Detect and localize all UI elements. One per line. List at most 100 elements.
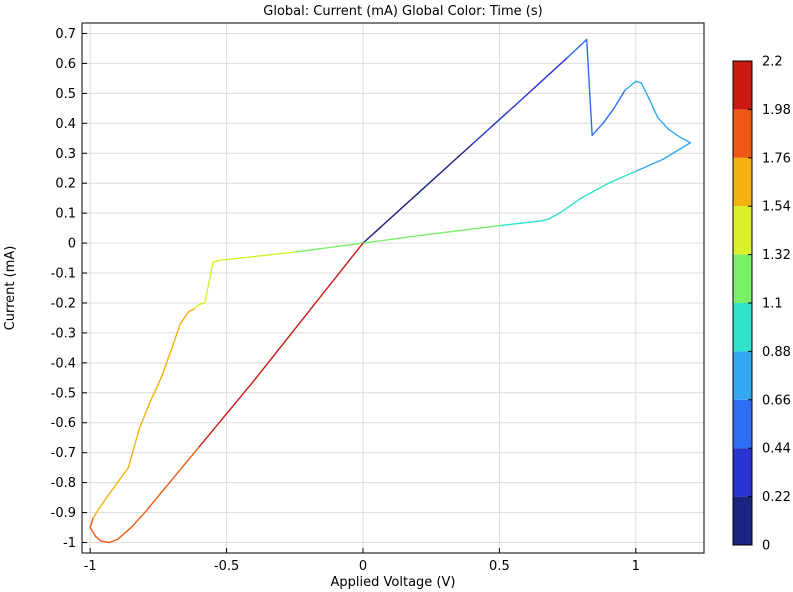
colorbar-tick-label: 0.44 [762, 442, 791, 457]
curve-segment [94, 535, 102, 542]
colorbar-tick-label: 0.22 [762, 490, 791, 505]
curve-segment [585, 38, 593, 136]
x-tick-label: 0 [359, 559, 367, 574]
curve-segment [116, 466, 130, 484]
colorbar-swatch [733, 157, 752, 207]
grid [82, 23, 704, 553]
curve-segment [130, 511, 146, 529]
curve-segment [558, 197, 582, 214]
y-tick-label: -0.3 [51, 326, 76, 341]
curve-segment [542, 218, 550, 222]
curve-segment [307, 242, 364, 313]
y-tick-label: -0.7 [51, 446, 76, 461]
curve-segment [179, 311, 190, 325]
curve-segment [471, 94, 528, 145]
curve-segment [648, 98, 659, 119]
curve-segment [635, 80, 642, 84]
curve-segment [212, 259, 220, 264]
y-tick-label: 0.4 [55, 117, 76, 132]
y-tick-label: 0.1 [55, 207, 76, 222]
curve-segment [149, 377, 162, 403]
curve-segment [144, 446, 201, 514]
y-tick-label: 0.3 [55, 147, 76, 162]
data-curve [89, 38, 692, 544]
y-tick-label: -0.1 [51, 267, 76, 282]
curve-segment [97, 496, 108, 511]
colorbar-tick-label: 0.66 [762, 393, 791, 408]
y-tick-label: 0.2 [55, 177, 76, 192]
curve-segment [602, 107, 615, 125]
curve-segment [138, 401, 151, 430]
colorbar-tick-label: 2.2 [762, 55, 783, 70]
x-tick-label: -0.5 [214, 559, 239, 574]
curve-segment [116, 526, 132, 541]
colorbar-swatch [733, 496, 752, 545]
x-tick-label: 1 [632, 559, 640, 574]
y-tick-label: -0.8 [51, 476, 76, 491]
y-tick-label: -1 [63, 536, 76, 551]
curve-segment [362, 233, 432, 244]
colorbar-tick-label: 1.32 [762, 248, 791, 263]
curve-segment [160, 347, 173, 379]
colorbar-swatch [733, 109, 752, 158]
plot-frame [81, 22, 705, 554]
curve-segment [416, 143, 473, 195]
y-tick-label: -0.4 [51, 356, 76, 371]
colorbar-tick-label: 1.1 [762, 297, 783, 312]
curve-segment [624, 80, 637, 92]
curve-segment [100, 540, 110, 544]
curve-segment [198, 302, 206, 306]
curve-segment [662, 142, 692, 160]
colorbar-tick-label: 1.76 [762, 151, 791, 166]
colorbar-swatch [733, 206, 752, 255]
y-axis: 0.7 0.6 0.5 0.4 0.3 0.2 0.1 0 -0.1 -0.2 -0.3 -0.4 -0… [51, 27, 87, 551]
y-tick-label: 0 [68, 237, 76, 252]
curve-segment [640, 82, 651, 101]
curve-segment [193, 303, 201, 310]
curve-segment [108, 538, 119, 544]
curve-segment [678, 136, 692, 144]
colorbar-swatch [733, 448, 752, 497]
colorbar-swatch [733, 399, 752, 449]
chart-title: Global: Current (mA) Global Color: Time … [263, 4, 542, 19]
curve-segment [498, 219, 544, 227]
curve-segment [92, 508, 100, 520]
colorbar-swatch [733, 303, 752, 352]
curve-segment [105, 481, 119, 499]
curve-segment [525, 56, 569, 96]
curve-segment [667, 128, 681, 138]
y-tick-label: -0.9 [51, 506, 76, 521]
colorbar-swatch [733, 351, 752, 400]
curve-segment [89, 526, 97, 538]
curve-segment [187, 308, 195, 313]
curve-segment [656, 116, 670, 130]
y-tick-label: 0.5 [55, 87, 76, 102]
colorbar-tick-label: 1.54 [762, 200, 791, 215]
y-tick-label: 0.6 [55, 57, 76, 72]
curve-segment [607, 170, 637, 184]
curve-segment [198, 380, 255, 448]
colorbar-tick-label: 1.98 [762, 103, 791, 118]
y-tick-label: -0.5 [51, 386, 76, 401]
curve-segment [430, 225, 501, 235]
x-axis-title: Applied Voltage (V) [331, 575, 456, 590]
curve-segment [127, 428, 140, 469]
colorbar-swatch [733, 61, 752, 110]
curve-segment [635, 158, 664, 172]
y-axis-title: Current (mA) [3, 246, 18, 331]
y-tick-label: -0.6 [51, 416, 76, 431]
curve-segment [294, 242, 364, 253]
y-tick-label: 0.7 [55, 27, 76, 42]
colorbar-tick-label: 0 [762, 539, 770, 554]
curve-segment [580, 182, 610, 199]
curve-segment [613, 89, 626, 110]
curve-segment [89, 517, 94, 529]
curve-segment [204, 261, 214, 304]
x-tick-label: 0.5 [489, 559, 510, 574]
curve-segment [547, 212, 561, 220]
colorbar-swatch [733, 254, 752, 303]
colorbar: 2.2 1.98 1.76 1.54 1.32 1.1 0.88 0.66 0.44 0.22 0 [732, 55, 791, 554]
colorbar-tick-label: 0.88 [762, 345, 791, 360]
curve-segment [253, 311, 310, 382]
